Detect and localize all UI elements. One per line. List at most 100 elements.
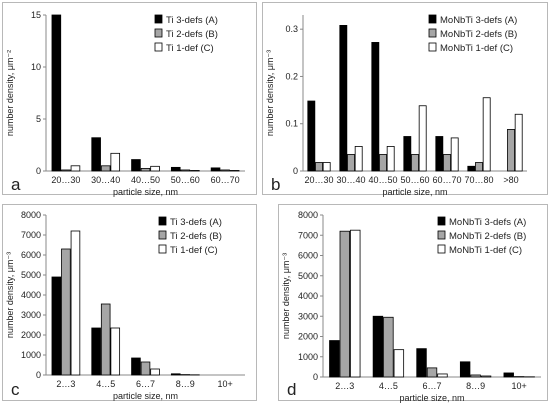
bar-A-3	[403, 136, 412, 172]
bar-C-2	[437, 373, 448, 378]
legend-swatch-A	[428, 14, 437, 24]
bar-B-6	[507, 129, 515, 172]
x-tick-label: 8…9	[466, 381, 485, 391]
bar-C-0	[70, 165, 81, 172]
x-axis-title: particle size, nm	[113, 391, 178, 401]
bar-A-5	[467, 165, 476, 172]
bar-C-3	[480, 375, 492, 378]
bar-C-3	[418, 105, 427, 172]
x-tick-label: 10+	[512, 381, 527, 391]
y-tick-label: 2000	[298, 332, 318, 342]
y-tick-label: 5000	[298, 271, 318, 281]
chart-svg-b: 0 0.1 0.2 0.3 20…30 30…40 40…50 50…60 60…70 70…80…	[265, 14, 527, 197]
y-tick-label: 7000	[298, 230, 318, 240]
legend-swatch-C	[428, 42, 437, 52]
y-tick-label: 15	[31, 10, 41, 20]
x-tick-label: 50…60	[171, 175, 200, 185]
bar-A-4	[503, 372, 514, 378]
panel-label: d	[287, 380, 296, 399]
bar-B-2	[140, 361, 151, 376]
bar-C-1	[354, 146, 363, 172]
y-tick-label: 8000	[21, 210, 41, 220]
y-tick-label: 10	[31, 62, 41, 72]
bar-A-4	[435, 136, 444, 172]
chart-panel-b: 0 0.1 0.2 0.3 20…30 30…40 40…50 50…60 60…70 70…80…	[262, 2, 548, 197]
chart-svg-c: 0 1000 2000 3000 4000 5000 6000 7000 8000 2…3 4…5 6…	[5, 210, 245, 401]
bar-B-2	[379, 154, 387, 172]
bar-B-0	[315, 162, 323, 172]
bar-B-5	[475, 162, 483, 172]
bar-B-2	[140, 167, 151, 172]
bar-B-1	[383, 316, 394, 378]
y-tick-label: 5000	[21, 270, 41, 280]
legend-swatch-B	[437, 230, 446, 240]
bar-C-4	[450, 137, 459, 172]
y-tick-label: 4000	[298, 291, 318, 301]
x-tick-label: 6…7	[136, 379, 155, 389]
bar-C-5	[482, 97, 491, 172]
legend-label-B: Ti 2-defs (B)	[170, 231, 222, 242]
x-tick-label: 30…40	[336, 175, 365, 185]
panel-label: c	[11, 380, 20, 399]
bar-A-0	[307, 100, 316, 172]
bar-B-3	[411, 154, 419, 172]
bar-B-2	[426, 367, 438, 378]
bar-B-0	[61, 248, 71, 376]
y-tick-label: 0.1	[285, 119, 298, 129]
bar-A-1	[372, 315, 384, 378]
legend-swatch-A	[158, 216, 167, 226]
bar-A-0	[51, 276, 62, 376]
y-tick-label: 0	[36, 166, 41, 176]
legend-swatch-A	[154, 14, 163, 24]
x-tick-label: 40…50	[368, 175, 397, 185]
x-axis-title: particle size, nm	[382, 187, 447, 197]
legend-swatch-B	[154, 28, 163, 38]
x-tick-label: 6…7	[422, 381, 441, 391]
x-tick-label: 4…5	[96, 379, 115, 389]
legend-swatch-C	[437, 244, 446, 254]
legend-swatch-C	[158, 244, 167, 254]
bar-C-2	[150, 368, 160, 376]
y-axis-title: number density, μm⁻³	[5, 252, 15, 338]
y-tick-label: 0.2	[285, 71, 298, 81]
y-tick-label: 8000	[298, 210, 318, 220]
legend-swatch-B	[428, 28, 437, 38]
y-tick-label: 1000	[298, 352, 318, 362]
x-tick-label: 10+	[217, 379, 232, 389]
legend-label-C: MoNbTi 1-def (C)	[440, 43, 513, 54]
x-axis-title: particle size, nm	[113, 187, 178, 197]
panel-label: a	[11, 175, 21, 194]
bar-A-1	[339, 24, 348, 172]
bar-A-0	[51, 14, 62, 172]
chart-panel-c: 0 1000 2000 3000 4000 5000 6000 7000 8000 2…3 4…5 6…	[2, 204, 257, 401]
legend-label-B: MoNbTi 2-defs (B)	[449, 231, 526, 242]
y-axis-title: number density, μm⁻³	[265, 50, 275, 136]
bar-C-4	[229, 170, 240, 172]
bar-A-4	[210, 167, 221, 172]
y-tick-label: 0	[293, 166, 298, 176]
bar-A-1	[91, 137, 101, 172]
bar-B-1	[100, 303, 111, 376]
bar-B-1	[100, 165, 111, 172]
y-tick-label: 7000	[21, 230, 41, 240]
bar-A-2	[131, 159, 141, 172]
x-tick-label: 40…50	[131, 175, 160, 185]
y-axis-title: number density, μm⁻²	[5, 50, 15, 136]
x-tick-label: 60…70	[432, 175, 461, 185]
chart-svg-a: 0 5 10 15 20…30 30…40 40…50 50…60 60…70 particle …	[5, 10, 245, 197]
x-tick-label: 50…60	[400, 175, 429, 185]
y-tick-label: 5	[36, 114, 41, 124]
y-tick-label: 6000	[298, 251, 318, 261]
panel-label: b	[271, 175, 280, 194]
bar-C-2	[386, 146, 395, 172]
bar-A-2	[371, 42, 380, 172]
legend-label-A: MoNbTi 3-defs (A)	[449, 217, 526, 228]
bar-B-0	[339, 230, 350, 378]
bar-A-1	[91, 327, 101, 376]
y-axis-title: number density, μm⁻³	[281, 253, 291, 339]
legend-label-C: MoNbTi 1-def (C)	[449, 245, 522, 256]
x-tick-label: 20…30	[304, 175, 333, 185]
x-tick-label: 60…70	[211, 175, 240, 185]
bar-C-1	[110, 152, 121, 172]
bar-A-2	[131, 357, 141, 376]
